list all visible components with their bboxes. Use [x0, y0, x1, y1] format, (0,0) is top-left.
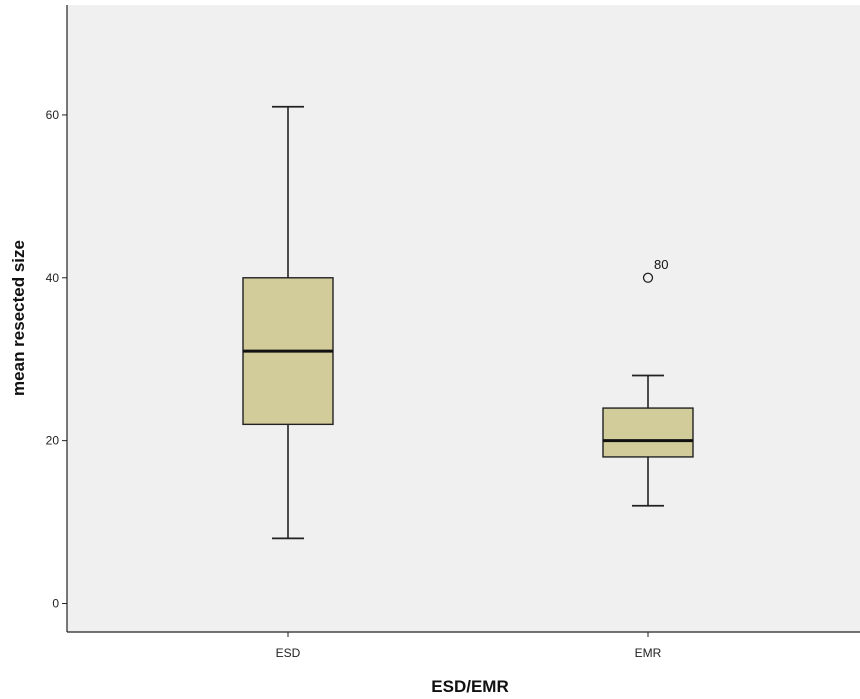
x-axis-ticks: ESD EMR: [276, 632, 662, 660]
x-tick-label: ESD: [276, 646, 301, 660]
x-axis-title: ESD/EMR: [431, 677, 508, 696]
y-axis-ticks: 0 20 40 60: [46, 108, 67, 611]
y-tick-label: 60: [46, 108, 60, 122]
outlier-label: 80: [654, 257, 668, 272]
y-tick-label: 20: [46, 434, 60, 448]
y-axis-title: mean resected size: [9, 240, 28, 396]
x-tick-label: EMR: [635, 646, 662, 660]
y-tick-label: 40: [46, 271, 60, 285]
plot-background: [67, 5, 860, 632]
interquartile-box: [602, 407, 694, 458]
box-series: 80: [242, 105, 694, 540]
box-esd: [242, 105, 334, 540]
box-emr: 80: [602, 257, 694, 507]
y-tick-label: 0: [52, 597, 59, 611]
outlier-point: [642, 272, 654, 283]
